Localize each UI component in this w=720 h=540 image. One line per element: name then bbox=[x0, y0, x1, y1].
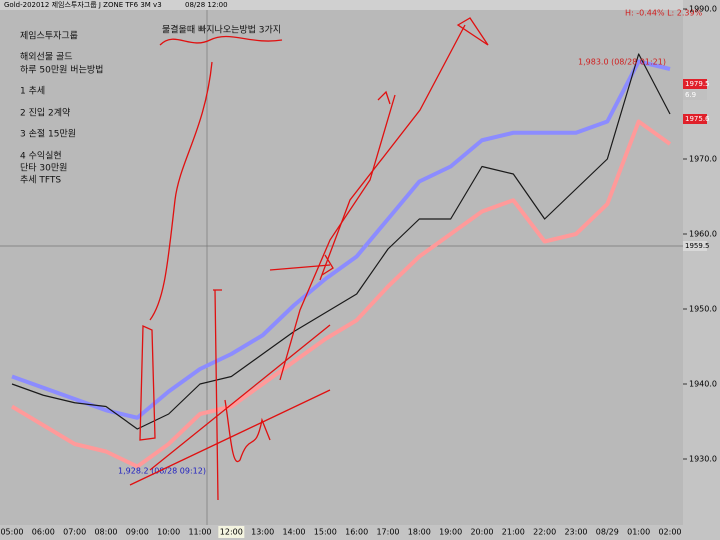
y-tick-label: 1950.0 bbox=[689, 305, 717, 314]
x-tick-label: 12:00 bbox=[220, 528, 243, 537]
price-tag-label: 1979.5 bbox=[685, 80, 710, 88]
annotation: 제임스투자그룹 bbox=[20, 30, 78, 42]
y-tick-label: 1960.0 bbox=[689, 230, 717, 239]
x-tick-label: 13:00 bbox=[251, 528, 274, 537]
price-tag bbox=[683, 90, 707, 100]
x-tick-label: 17:00 bbox=[376, 528, 399, 537]
hand-drawing bbox=[129, 17, 489, 501]
x-tick-label: 11:00 bbox=[188, 528, 211, 537]
high-label: 1,983.0 (08/28 01:21) bbox=[578, 58, 666, 67]
x-tick-label: 15:00 bbox=[314, 528, 337, 537]
x-tick-label: 18:00 bbox=[408, 528, 431, 537]
x-tick-label: 21:00 bbox=[502, 528, 525, 537]
annotation: 1 추세 bbox=[20, 86, 45, 97]
price-tag-label: 1975.6 bbox=[685, 115, 710, 123]
x-tick-label: 05:00 bbox=[0, 528, 23, 537]
series-line bbox=[11, 53, 671, 430]
x-tick-label: 19:00 bbox=[439, 528, 462, 537]
price-tag bbox=[683, 114, 707, 124]
headline: 물결올때 빠지나오는방법 3가지 bbox=[162, 25, 281, 36]
x-tick-label: 22:00 bbox=[533, 528, 556, 537]
x-tick-label: 01:00 bbox=[627, 528, 650, 537]
x-tick-highlight bbox=[218, 526, 245, 538]
x-tick-label: 10:00 bbox=[157, 528, 180, 537]
x-tick-label: 08/29 bbox=[596, 528, 619, 537]
annotation: 추세 TFTS bbox=[20, 175, 61, 186]
x-tick-label: 06:00 bbox=[32, 528, 55, 537]
series-line bbox=[11, 59, 671, 420]
x-tick-label: 20:00 bbox=[470, 528, 493, 537]
annotation: 해외선물 골드 bbox=[20, 51, 73, 63]
x-tick-label: 08:00 bbox=[94, 528, 117, 537]
price-tag-label: 6.9 bbox=[685, 91, 696, 99]
y-tick-label: 1970.0 bbox=[689, 155, 717, 164]
annotation: 2 진입 2계약 bbox=[20, 107, 70, 119]
annotation: 단타 30만원 bbox=[20, 163, 67, 174]
annotation: 4 수익실현 bbox=[20, 150, 62, 162]
y-tick-label: 1940.0 bbox=[689, 380, 717, 389]
x-tick-label: 09:00 bbox=[126, 528, 149, 537]
price-tag bbox=[683, 241, 707, 251]
range-info: H: -0.44% L: 2.39% bbox=[625, 9, 703, 18]
series-line bbox=[10, 119, 672, 469]
x-tick-label: 02:00 bbox=[658, 528, 681, 537]
header: Gold-202012 제임스투자그룹 J ZONE TF6 3M v3 bbox=[4, 0, 162, 9]
price-tag bbox=[683, 79, 707, 89]
y-tick-label: 1990.0 bbox=[689, 5, 717, 14]
x-tick-label: 23:00 bbox=[564, 528, 587, 537]
annotation: 하루 50만원 버는방법 bbox=[20, 65, 103, 76]
y-tick-label: 1930.0 bbox=[689, 455, 717, 464]
low-label: 1,928.2 (08/28 09:12) bbox=[118, 467, 206, 476]
x-tick-label: 14:00 bbox=[282, 528, 305, 537]
price-tag-label: 1959.5 bbox=[685, 242, 710, 250]
header-time: 08/28 12:00 bbox=[185, 1, 228, 9]
header-bar bbox=[0, 0, 683, 10]
x-axis-strip bbox=[0, 525, 720, 540]
annotation: 3 손절 15만원 bbox=[20, 128, 76, 140]
plot bbox=[10, 53, 672, 469]
x-tick-label: 16:00 bbox=[345, 528, 368, 537]
x-tick-label: 07:00 bbox=[63, 528, 86, 537]
